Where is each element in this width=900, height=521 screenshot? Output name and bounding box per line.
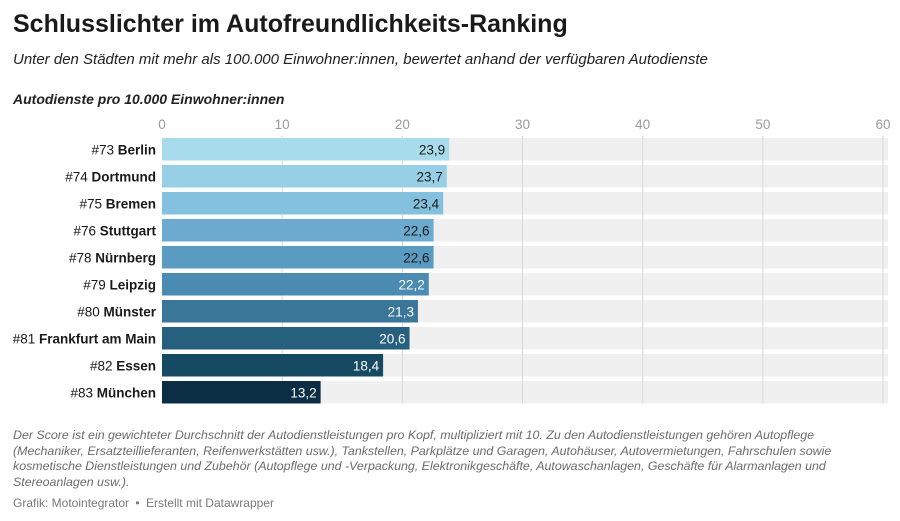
- x-tick-label: 40: [635, 117, 650, 132]
- category-rank: #74: [65, 169, 91, 184]
- category-label: #73 Berlin: [91, 142, 156, 157]
- category-label: #81 Frankfurt am Main: [13, 331, 156, 346]
- chart-footer: Grafik: Motointegrator • Erstellt mit Da…: [13, 496, 274, 510]
- footer-separator: •: [135, 496, 140, 510]
- data-label: 22,6: [403, 223, 429, 238]
- bars: [162, 138, 450, 404]
- category-city: Nürnberg: [95, 250, 156, 265]
- bar-chart: 0 10 20 30 40 50 60 23,9 23,7 23,4 22,6 22,6 22,2 21…: [13, 117, 891, 404]
- value-labels: 23,9 23,7 23,4 22,6 22,6 22,2 21,3 20,6 18,4 13,2: [290, 142, 445, 400]
- bar: [162, 219, 434, 242]
- data-label: 13,2: [290, 385, 316, 400]
- bar: [162, 246, 434, 269]
- category-label: #82 Essen: [90, 358, 156, 373]
- category-rank: #81: [13, 331, 39, 346]
- category-rank: #83: [70, 385, 96, 400]
- data-label: 20,6: [379, 331, 405, 346]
- data-label: 22,2: [398, 277, 424, 292]
- source-credit: Grafik: Motointegrator: [13, 496, 130, 510]
- category-label: #78 Nürnberg: [69, 250, 156, 265]
- category-city: Stuttgart: [100, 223, 157, 238]
- data-label: 22,6: [403, 250, 429, 265]
- data-label: 23,4: [413, 196, 440, 211]
- bar: [162, 138, 450, 161]
- category-city: Leipzig: [110, 277, 157, 292]
- tool-credit: Erstellt mit Datawrapper: [145, 496, 274, 510]
- category-city: Frankfurt am Main: [39, 331, 156, 346]
- x-tick-label: 0: [158, 117, 166, 132]
- bar: [162, 381, 321, 404]
- background-track: [162, 381, 888, 404]
- category-label: #80 Münster: [77, 304, 157, 319]
- bar: [162, 354, 384, 377]
- category-label: #75 Bremen: [79, 196, 156, 211]
- category-labels: #73 Berlin#74 Dortmund#75 Bremen#76 Stut…: [13, 142, 157, 400]
- x-tick-label: 50: [755, 117, 770, 132]
- category-label: #83 München: [70, 385, 156, 400]
- metric-label: Autodienste pro 10.000 Einwohner:innen: [13, 91, 285, 107]
- category-rank: #82: [90, 358, 116, 373]
- category-city: Dortmund: [92, 169, 157, 184]
- category-city: Berlin: [118, 142, 156, 157]
- x-tick-label: 20: [395, 117, 410, 132]
- chart-subtitle: Unter den Städten mit mehr als 100.000 E…: [13, 51, 708, 68]
- category-rank: #78: [69, 250, 95, 265]
- category-rank: #73: [91, 142, 117, 157]
- data-label: 23,9: [419, 142, 445, 157]
- x-tick-label: 10: [275, 117, 290, 132]
- category-rank: #80: [77, 304, 103, 319]
- bar: [162, 192, 444, 215]
- category-rank: #76: [73, 223, 99, 238]
- data-label: 21,3: [388, 304, 414, 319]
- category-rank: #79: [83, 277, 109, 292]
- category-label: #79 Leipzig: [83, 277, 156, 292]
- data-label: 23,7: [417, 169, 443, 184]
- chart-title: Schlusslichter im Autofreundlichkeits-Ra…: [13, 10, 568, 38]
- bar: [162, 273, 429, 296]
- category-city: Bremen: [106, 196, 156, 211]
- chart-notes: Der Score ist ein gewichteter Durchschni…: [13, 428, 832, 489]
- category-label: #74 Dortmund: [65, 169, 156, 184]
- bar: [162, 327, 410, 350]
- category-city: Essen: [116, 358, 156, 373]
- x-axis-ticks: 0 10 20 30 40 50 60: [158, 117, 890, 132]
- bar: [162, 165, 447, 188]
- category-city: München: [97, 385, 156, 400]
- data-label: 18,4: [353, 358, 380, 373]
- category-rank: #75: [79, 196, 105, 211]
- category-city: Münster: [103, 304, 156, 319]
- x-tick-label: 60: [875, 117, 890, 132]
- x-tick-label: 30: [515, 117, 530, 132]
- bar: [162, 300, 418, 323]
- category-label: #76 Stuttgart: [73, 223, 156, 238]
